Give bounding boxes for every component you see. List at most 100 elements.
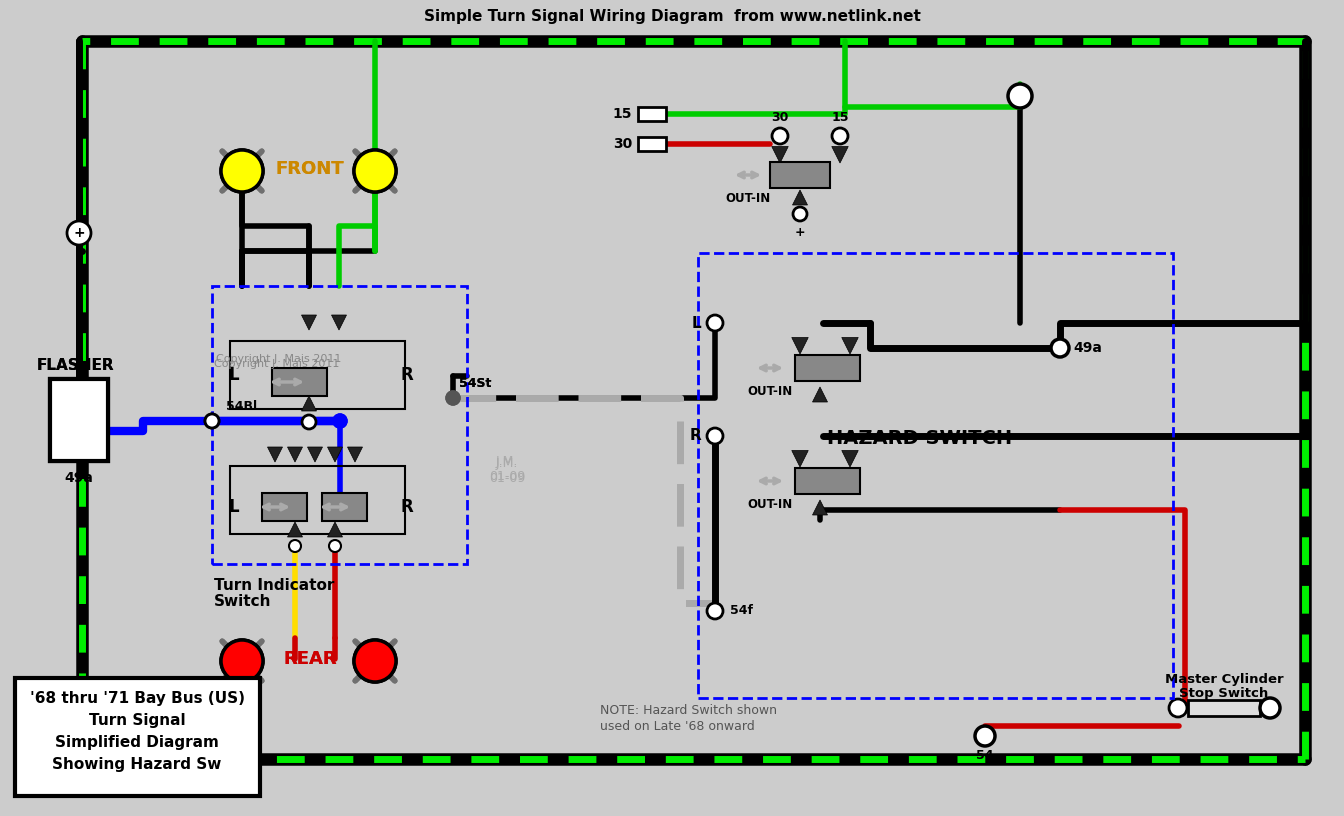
Text: 49a: 49a	[65, 471, 94, 485]
Text: 54St: 54St	[460, 377, 492, 390]
Circle shape	[353, 640, 396, 682]
Polygon shape	[813, 387, 828, 402]
Circle shape	[333, 414, 347, 428]
Text: REAR: REAR	[284, 650, 337, 668]
Text: Switch: Switch	[214, 594, 271, 609]
Polygon shape	[288, 522, 302, 537]
Polygon shape	[793, 190, 808, 205]
Circle shape	[832, 128, 848, 144]
Text: 54Bl: 54Bl	[226, 400, 258, 413]
Circle shape	[220, 640, 263, 682]
Text: FRONT: FRONT	[276, 160, 344, 178]
Polygon shape	[792, 338, 808, 354]
Circle shape	[1169, 699, 1187, 717]
Text: used on Late '68 onward: used on Late '68 onward	[599, 720, 755, 733]
Text: Copyright J. Mais 2011: Copyright J. Mais 2011	[216, 354, 341, 364]
Text: +: +	[73, 226, 85, 240]
Polygon shape	[332, 315, 347, 330]
Bar	[230, 466, 405, 534]
Circle shape	[289, 540, 301, 552]
Bar	[698, 253, 1173, 698]
Text: OUT-IN: OUT-IN	[747, 498, 793, 511]
Text: Turn Indicator: Turn Indicator	[214, 578, 335, 593]
Polygon shape	[841, 450, 859, 467]
Polygon shape	[841, 338, 859, 354]
Circle shape	[1261, 698, 1279, 718]
Polygon shape	[267, 447, 282, 462]
Bar	[271, 368, 327, 396]
Text: Showing Hazard Sw: Showing Hazard Sw	[52, 756, 222, 771]
Polygon shape	[813, 500, 828, 515]
Circle shape	[707, 315, 723, 331]
Bar	[212, 286, 466, 564]
Bar	[1188, 700, 1261, 716]
Circle shape	[1008, 84, 1032, 108]
Circle shape	[220, 150, 263, 192]
Circle shape	[707, 428, 723, 444]
Circle shape	[353, 150, 396, 192]
Circle shape	[329, 540, 341, 552]
Polygon shape	[792, 450, 808, 467]
Text: 54St: 54St	[460, 377, 492, 390]
Bar	[323, 493, 367, 521]
Circle shape	[333, 414, 347, 428]
Bar	[770, 162, 831, 188]
Circle shape	[446, 391, 460, 405]
Text: J.M.
01-09: J.M. 01-09	[489, 457, 526, 485]
Text: 15: 15	[831, 111, 849, 124]
Circle shape	[353, 150, 396, 192]
Text: NOTE: Hazard Switch shown: NOTE: Hazard Switch shown	[599, 704, 777, 717]
Text: OUT-IN: OUT-IN	[747, 385, 793, 398]
Text: Stop Switch: Stop Switch	[1180, 687, 1269, 700]
Text: 15: 15	[613, 107, 632, 121]
Text: 30: 30	[613, 137, 632, 151]
Circle shape	[353, 640, 396, 682]
Text: REAR: REAR	[284, 650, 337, 668]
Circle shape	[67, 221, 91, 245]
Circle shape	[793, 207, 806, 221]
Text: Simple Turn Signal Wiring Diagram  from www.netlink.net: Simple Turn Signal Wiring Diagram from w…	[423, 8, 921, 24]
Polygon shape	[328, 522, 343, 537]
Bar	[230, 341, 405, 409]
Bar	[796, 355, 860, 381]
Text: L: L	[228, 498, 239, 516]
Text: '68 thru '71 Bay Bus (US): '68 thru '71 Bay Bus (US)	[30, 690, 245, 706]
Text: Simplified Diagram: Simplified Diagram	[55, 734, 219, 750]
Polygon shape	[328, 447, 343, 462]
Polygon shape	[301, 315, 316, 330]
Text: FLASHER: FLASHER	[36, 358, 114, 373]
Text: Turn Signal: Turn Signal	[89, 712, 185, 728]
Text: R: R	[401, 498, 414, 516]
Circle shape	[220, 150, 263, 192]
Bar	[262, 493, 306, 521]
Circle shape	[220, 640, 263, 682]
Text: 30: 30	[771, 111, 789, 124]
Text: FLASHER: FLASHER	[36, 358, 114, 373]
Text: J.M.
01-09: J.M. 01-09	[489, 455, 526, 483]
Text: L: L	[691, 316, 702, 330]
Circle shape	[206, 414, 219, 428]
Text: FRONT: FRONT	[276, 160, 344, 178]
Polygon shape	[771, 147, 788, 163]
Polygon shape	[301, 396, 316, 411]
Text: Copyright J. Mais 2011: Copyright J. Mais 2011	[214, 359, 340, 369]
Text: R: R	[401, 366, 414, 384]
Bar	[796, 468, 860, 494]
Polygon shape	[288, 447, 302, 462]
Bar	[638, 107, 667, 121]
Text: HAZARD SWITCH: HAZARD SWITCH	[828, 428, 1012, 447]
Circle shape	[206, 414, 219, 428]
Text: Master Cylinder: Master Cylinder	[1165, 673, 1284, 686]
Text: +: +	[794, 226, 805, 239]
Text: L: L	[228, 366, 239, 384]
Text: OUT-IN: OUT-IN	[726, 192, 770, 205]
Polygon shape	[348, 447, 363, 462]
Circle shape	[771, 128, 788, 144]
Circle shape	[1051, 339, 1068, 357]
Bar	[50, 379, 108, 461]
Text: 49a: 49a	[1073, 341, 1102, 355]
Bar	[50, 379, 108, 461]
Text: 54: 54	[976, 749, 993, 762]
Text: 54f: 54f	[730, 605, 753, 618]
Circle shape	[707, 603, 723, 619]
